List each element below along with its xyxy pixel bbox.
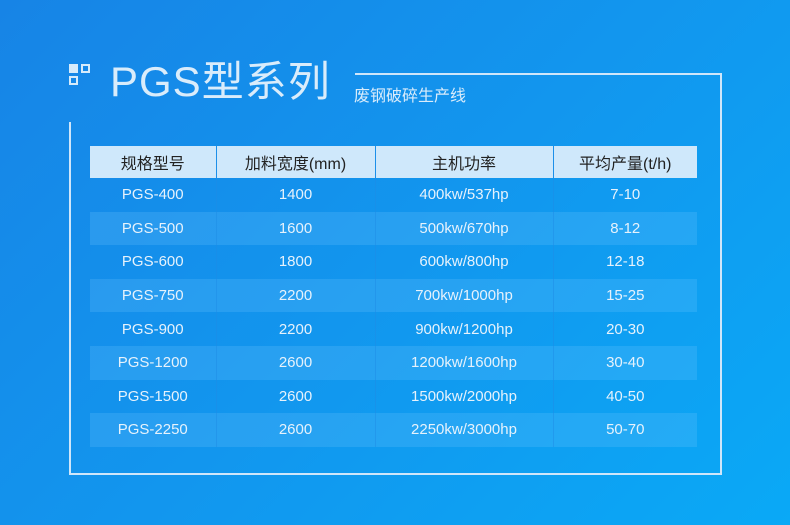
table-cell: 2250kw/3000hp	[374, 413, 553, 447]
column-header: 主机功率	[374, 146, 553, 178]
table-cell: PGS-900	[121, 320, 184, 338]
table-cell: 400kw/537hp	[374, 178, 553, 212]
table-cell: 1600	[215, 211, 375, 246]
table-cell: 50-70	[552, 413, 697, 447]
table-cell: PGS-1200	[90, 345, 216, 380]
table-row: PGS-900 2200 900kw/1200hp 20-30	[90, 312, 697, 346]
table-cell: 500kw/670hp	[374, 211, 553, 246]
table-cell: 2600	[215, 345, 375, 380]
frame-border-bottom	[69, 473, 722, 475]
table-cell: 30-40	[552, 345, 697, 380]
table-row: PGS-2250 2600 2250kw/3000hp 50-70	[90, 413, 697, 447]
table-row: PGS-400 1400 400kw/537hp 7-10	[90, 178, 697, 212]
table-row: PGS-1500 2600 1500kw/2000hp 40-50	[90, 379, 697, 414]
table-cell: PGS-1500	[117, 387, 188, 405]
table-row: PGS-600 1800 600kw/800hp 12-18	[90, 245, 697, 279]
table-cell: 40-50	[552, 379, 697, 414]
table-cell: PGS-500	[90, 211, 216, 246]
table-cell: 1200kw/1600hp	[374, 345, 553, 380]
table-cell: PGS-600	[121, 253, 184, 271]
table-cell: 600kw/800hp	[374, 245, 553, 279]
table-row: PGS-500 1600 500kw/670hp 8-12	[90, 211, 697, 246]
table-cell: 2200	[215, 312, 375, 346]
table-cell: 900kw/1200hp	[374, 312, 553, 346]
table-cell: 2600	[215, 413, 375, 447]
column-header: 平均产量(t/h)	[552, 146, 697, 178]
table-cell: 8-12	[552, 211, 697, 246]
frame-border-top	[355, 73, 722, 75]
spec-table: 规格型号 加料宽度(mm) 主机功率 平均产量(t/h) PGS-400 1400 400…	[90, 146, 697, 447]
table-cell: PGS-2250	[90, 413, 216, 447]
frame-border-left	[69, 122, 71, 475]
table-cell: 7-10	[552, 178, 697, 212]
table-cell: 20-30	[552, 312, 697, 346]
table-cell: 2200	[215, 278, 375, 313]
table-header-row: 规格型号 加料宽度(mm) 主机功率 平均产量(t/h)	[90, 146, 697, 178]
table-cell: PGS-750	[90, 278, 216, 313]
table-cell: 12-18	[552, 245, 697, 279]
table-cell: 15-25	[552, 278, 697, 313]
table-cell: 2600	[215, 379, 375, 414]
table-cell: 1800	[215, 245, 375, 279]
column-header: 规格型号	[90, 146, 216, 178]
table-row: PGS-750 2200 700kw/1000hp 15-25	[90, 278, 697, 313]
table-cell: PGS-400	[121, 186, 184, 204]
page-title: PGS型系列	[110, 58, 331, 105]
column-header: 加料宽度(mm)	[215, 146, 375, 178]
table-cell: 1500kw/2000hp	[374, 379, 553, 414]
table-cell: 700kw/1000hp	[374, 278, 553, 313]
squares-logo-icon	[69, 64, 93, 88]
table-row: PGS-1200 2600 1200kw/1600hp 30-40	[90, 345, 697, 380]
page-subtitle: 废钢破碎生产线	[354, 88, 467, 105]
frame-border-right	[720, 73, 722, 475]
table-cell: 1400	[215, 178, 375, 212]
